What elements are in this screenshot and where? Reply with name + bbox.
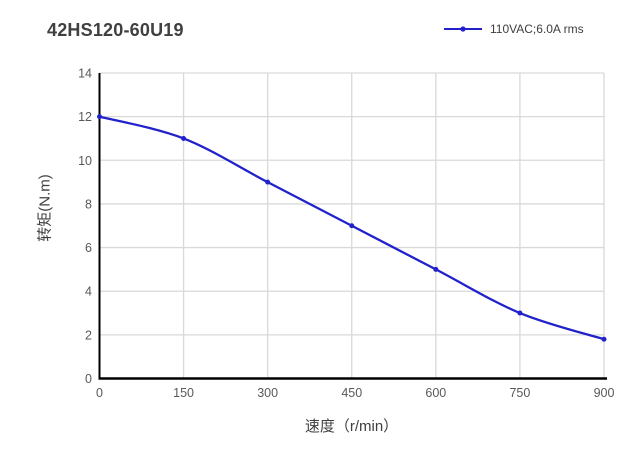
y-tick-label: 6 <box>85 241 92 255</box>
legend-marker-dot <box>460 26 466 32</box>
data-point-marker <box>601 336 607 342</box>
legend-label: 110VAC;6.0A rms <box>490 22 584 36</box>
data-point-marker <box>181 135 187 141</box>
y-tick-label: 0 <box>85 372 92 386</box>
x-tick-label: 750 <box>509 386 530 400</box>
data-point-marker <box>97 114 102 120</box>
y-tick-label: 2 <box>85 328 92 342</box>
x-axis-title: 速度（r/min） <box>304 418 399 435</box>
x-tick-label: 450 <box>341 386 362 400</box>
data-point-marker <box>349 223 355 229</box>
legend: 110VAC;6.0A rms <box>443 22 584 36</box>
y-tick-label: 10 <box>78 154 92 168</box>
y-tick-label: 14 <box>78 67 92 81</box>
x-tick-label: 0 <box>96 386 103 400</box>
data-point-marker <box>517 310 523 316</box>
chart-title: 42HS120-60U19 <box>47 20 184 40</box>
x-tick-label: 600 <box>425 386 446 400</box>
x-tick-label: 300 <box>257 386 278 400</box>
x-tick-label: 900 <box>594 386 615 400</box>
y-tick-label: 8 <box>85 197 92 211</box>
y-axis-title: 转矩(N.m) <box>36 174 54 242</box>
y-tick-label: 12 <box>78 110 92 124</box>
data-point-marker <box>265 179 271 185</box>
y-tick-label: 4 <box>85 285 92 299</box>
x-tick-label: 150 <box>173 386 194 400</box>
data-point-marker <box>433 266 439 272</box>
legend-line-swatch <box>444 26 482 32</box>
